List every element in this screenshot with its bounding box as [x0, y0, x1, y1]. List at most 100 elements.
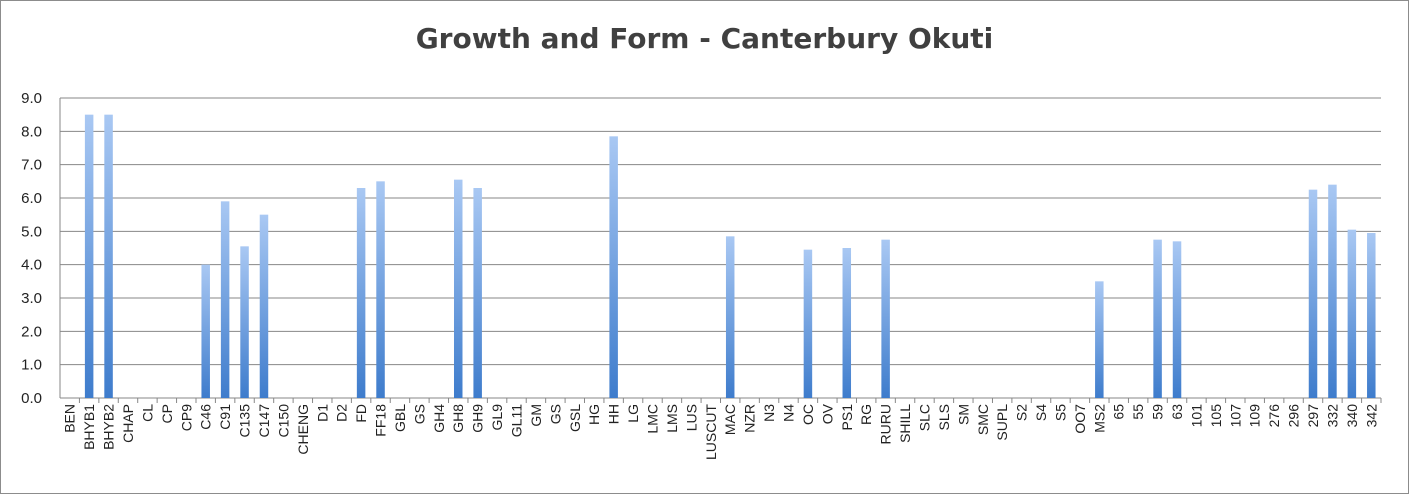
x-tick-label: CL — [139, 404, 155, 422]
bars — [84, 114, 1376, 399]
y-tick-label: 2.0 — [21, 323, 42, 340]
x-axis-ticks: BEN BHYB1 BHYB2 CHAP CL CP CP9 C46 C91 C135 C147 C1… — [62, 403, 1380, 460]
bar-c46 — [201, 264, 210, 398]
x-tick-label: SUPL — [994, 404, 1010, 441]
x-tick-label: C150 — [275, 404, 291, 438]
bar-332 — [1328, 184, 1337, 398]
y-tick-label: 1.0 — [21, 357, 42, 374]
bar-fd — [356, 188, 366, 398]
x-tick-label: S2 — [1014, 404, 1030, 421]
bar-ff18 — [376, 181, 385, 398]
bar-63 — [1172, 241, 1182, 398]
x-tick-label: N4 — [780, 404, 796, 422]
x-tick-label: 296 — [1286, 404, 1302, 428]
x-tick-label: GS — [547, 404, 563, 424]
x-tick-label: 332 — [1324, 404, 1340, 428]
x-tick-label: PS1 — [839, 404, 855, 431]
x-tick-label: CP9 — [178, 404, 194, 431]
x-tick-label: 342 — [1363, 404, 1379, 428]
x-tick-label: RG — [858, 404, 874, 425]
x-tick-label: OO7 — [1072, 404, 1088, 434]
y-tick-label: 4.0 — [21, 257, 42, 274]
x-tick-label: NZR — [742, 404, 758, 433]
y-axis-ticks: 0.0 1.0 2.0 3.0 4.0 5.0 6.0 7.0 8.0 9.0 — [21, 90, 42, 407]
x-tick-label: N3 — [761, 404, 777, 422]
bar-bhyb1 — [84, 114, 94, 399]
x-tick-label: 59 — [1150, 404, 1166, 420]
x-tick-label: GSL — [567, 404, 583, 432]
x-tick-label: 340 — [1344, 404, 1360, 428]
bar-342 — [1367, 233, 1376, 398]
y-tick-label: 7.0 — [21, 157, 42, 174]
x-tick-label: 297 — [1305, 404, 1321, 428]
y-tick-label: 5.0 — [21, 223, 42, 240]
x-tick-label: SMC — [975, 404, 991, 435]
x-tick-label: CP — [159, 404, 175, 423]
y-tick-label: 3.0 — [21, 290, 42, 307]
x-tick-label: C46 — [198, 404, 214, 430]
bar-bhyb2 — [104, 114, 113, 399]
x-tick-label: RURU — [878, 404, 894, 444]
bar-ps1 — [842, 248, 852, 398]
x-tick-label: OV — [819, 403, 835, 424]
x-tick-label: 107 — [1227, 404, 1243, 428]
x-tick-label: CHENG — [295, 404, 311, 455]
x-tick-label: GM — [528, 404, 544, 427]
x-tick-label: 101 — [1188, 404, 1204, 428]
x-tick-label: SLS — [936, 404, 952, 430]
bar-ms2 — [1095, 281, 1104, 398]
y-tick-label: 8.0 — [21, 123, 42, 140]
bar-297 — [1308, 189, 1318, 398]
x-tick-label: 109 — [1247, 404, 1263, 428]
x-tick-label: SLC — [916, 404, 932, 431]
x-tick-label: D1 — [314, 404, 330, 422]
x-tick-label: OC — [800, 404, 816, 425]
x-tick-label: GBL — [392, 404, 408, 432]
x-tick-label: LMS — [664, 404, 680, 433]
y-tick-label: 6.0 — [21, 190, 42, 207]
x-tick-label: GH4 — [431, 404, 447, 433]
x-tick-label: MAC — [722, 404, 738, 435]
x-tick-label: SM — [955, 404, 971, 425]
x-tick-label: 63 — [1169, 404, 1185, 420]
x-tick-label: HH — [606, 404, 622, 424]
x-tick-label: GH8 — [450, 404, 466, 433]
x-tick-label: S5 — [1052, 404, 1068, 421]
bar-59 — [1153, 239, 1162, 398]
x-tick-label: 276 — [1266, 404, 1282, 428]
bar-oc — [803, 249, 813, 398]
x-tick-label: LUSCUT — [703, 404, 719, 460]
x-tick-label: BEN — [62, 404, 78, 433]
x-tick-label: SHILL — [897, 404, 913, 443]
x-tick-label: LUS — [683, 404, 699, 431]
bar-340 — [1347, 229, 1357, 398]
x-tick-label: MS2 — [1091, 404, 1107, 433]
bar-c147 — [259, 214, 269, 398]
bar-gh9 — [473, 188, 482, 398]
x-tick-label: FD — [353, 404, 369, 423]
x-tick-label: LG — [625, 404, 641, 423]
x-tick-label: CHAP — [120, 404, 136, 443]
gridlines — [59, 97, 1382, 403]
y-tick-label: 0.0 — [21, 390, 42, 407]
bar-ruru — [881, 239, 890, 398]
x-tick-label: BHYB2 — [101, 404, 117, 450]
bar-hh — [609, 136, 618, 399]
x-tick-label: C135 — [237, 404, 253, 438]
x-tick-label: C91 — [217, 404, 233, 430]
bar-gh8 — [453, 179, 463, 398]
bar-c135 — [240, 246, 249, 398]
x-tick-label: LMC — [645, 404, 661, 434]
x-tick-label: 55 — [1130, 404, 1146, 420]
x-tick-label: BHYB1 — [81, 404, 97, 450]
x-tick-label: GH9 — [470, 404, 486, 433]
x-tick-label: GS — [411, 404, 427, 424]
x-tick-label: HG — [586, 404, 602, 425]
x-tick-label: GL9 — [489, 404, 505, 431]
y-tick-label: 9.0 — [21, 90, 42, 107]
x-tick-label: 65 — [1111, 404, 1127, 420]
x-tick-label: C147 — [256, 404, 272, 438]
bar-c91 — [220, 201, 230, 398]
chart-title: Growth and Form - Canterbury Okuti — [415, 22, 994, 55]
